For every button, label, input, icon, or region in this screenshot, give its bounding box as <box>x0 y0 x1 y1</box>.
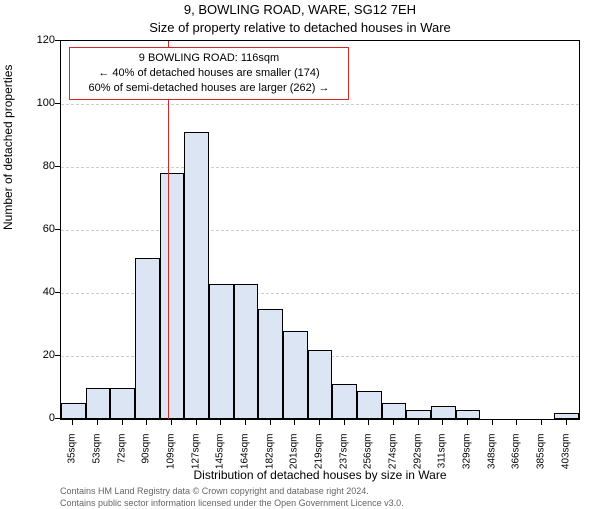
histogram-bar <box>110 388 135 420</box>
x-tick-mark <box>319 420 320 425</box>
x-tick-label: 403sqm <box>560 434 571 482</box>
histogram-bar <box>234 284 259 419</box>
y-tick-mark <box>55 418 60 419</box>
chart-title-line2: Size of property relative to detached ho… <box>0 20 600 35</box>
y-tick-label: 100 <box>15 97 55 109</box>
x-tick-label: 201sqm <box>289 434 300 482</box>
info-box-line: ← 40% of detached houses are smaller (17… <box>76 66 342 81</box>
histogram-bar <box>554 413 579 419</box>
x-tick-mark <box>245 420 246 425</box>
y-tick-mark <box>55 166 60 167</box>
x-tick-mark <box>516 420 517 425</box>
y-tick-label: 0 <box>15 412 55 424</box>
x-tick-label: 182sqm <box>264 434 275 482</box>
x-tick-mark <box>467 420 468 425</box>
chart-footer: Contains HM Land Registry data © Crown c… <box>60 486 580 509</box>
x-tick-label: 237sqm <box>338 434 349 482</box>
histogram-bar <box>61 403 86 419</box>
y-tick-mark <box>55 355 60 356</box>
x-tick-mark <box>196 420 197 425</box>
histogram-bar <box>258 309 283 419</box>
histogram-bar <box>209 284 234 419</box>
x-tick-label: 256sqm <box>363 434 374 482</box>
x-tick-mark <box>492 420 493 425</box>
x-tick-mark <box>270 420 271 425</box>
gridline-h <box>61 230 579 231</box>
x-tick-mark <box>393 420 394 425</box>
x-tick-label: 329sqm <box>462 434 473 482</box>
x-tick-label: 53sqm <box>92 434 103 482</box>
y-tick-label: 80 <box>15 160 55 172</box>
info-box-line: 60% of semi-detached houses are larger (… <box>76 81 342 96</box>
x-tick-label: 109sqm <box>166 434 177 482</box>
histogram-bar <box>382 403 407 419</box>
x-tick-mark <box>368 420 369 425</box>
footer-line: Contains HM Land Registry data © Crown c… <box>60 486 580 498</box>
histogram-bar <box>332 384 357 419</box>
y-tick-mark <box>55 40 60 41</box>
histogram-bar <box>135 258 160 419</box>
x-tick-mark <box>344 420 345 425</box>
x-tick-label: 219sqm <box>314 434 325 482</box>
histogram-bar <box>431 406 456 419</box>
histogram-bar <box>160 173 185 419</box>
histogram-bar <box>86 388 111 420</box>
gridline-h <box>61 167 579 168</box>
x-tick-label: 72sqm <box>116 434 127 482</box>
y-tick-label: 20 <box>15 349 55 361</box>
x-tick-label: 145sqm <box>215 434 226 482</box>
x-tick-mark <box>566 420 567 425</box>
histogram-bar <box>456 410 481 419</box>
x-tick-label: 311sqm <box>437 434 448 482</box>
y-tick-label: 60 <box>15 223 55 235</box>
y-axis-label: Number of detached properties <box>1 65 15 230</box>
histogram-bar <box>357 391 382 419</box>
x-tick-mark <box>97 420 98 425</box>
y-tick-label: 120 <box>15 34 55 46</box>
footer-line: Contains public sector information licen… <box>60 498 580 509</box>
x-tick-mark <box>294 420 295 425</box>
histogram-bar <box>184 132 209 419</box>
x-tick-label: 366sqm <box>511 434 522 482</box>
info-box-line: 9 BOWLING ROAD: 116sqm <box>76 51 342 66</box>
histogram-bar <box>406 410 431 419</box>
chart-title-line1: 9, BOWLING ROAD, WARE, SG12 7EH <box>0 2 600 17</box>
x-tick-mark <box>442 420 443 425</box>
x-tick-mark <box>122 420 123 425</box>
x-tick-mark <box>541 420 542 425</box>
info-box: 9 BOWLING ROAD: 116sqm← 40% of detached … <box>69 47 349 100</box>
y-tick-mark <box>55 103 60 104</box>
x-tick-label: 35sqm <box>67 434 78 482</box>
x-tick-mark <box>146 420 147 425</box>
x-tick-mark <box>418 420 419 425</box>
x-tick-label: 127sqm <box>190 434 201 482</box>
y-tick-mark <box>55 229 60 230</box>
x-tick-label: 164sqm <box>240 434 251 482</box>
y-tick-label: 40 <box>15 286 55 298</box>
x-tick-label: 348sqm <box>486 434 497 482</box>
chart-plot-area: 9 BOWLING ROAD: 116sqm← 40% of detached … <box>60 40 580 420</box>
histogram-bar <box>308 350 333 419</box>
x-tick-label: 274sqm <box>388 434 399 482</box>
x-tick-mark <box>220 420 221 425</box>
x-tick-label: 90sqm <box>141 434 152 482</box>
x-tick-mark <box>72 420 73 425</box>
gridline-h <box>61 104 579 105</box>
x-tick-label: 385sqm <box>536 434 547 482</box>
y-tick-mark <box>55 292 60 293</box>
x-tick-mark <box>171 420 172 425</box>
histogram-bar <box>283 331 308 419</box>
x-tick-label: 292sqm <box>412 434 423 482</box>
